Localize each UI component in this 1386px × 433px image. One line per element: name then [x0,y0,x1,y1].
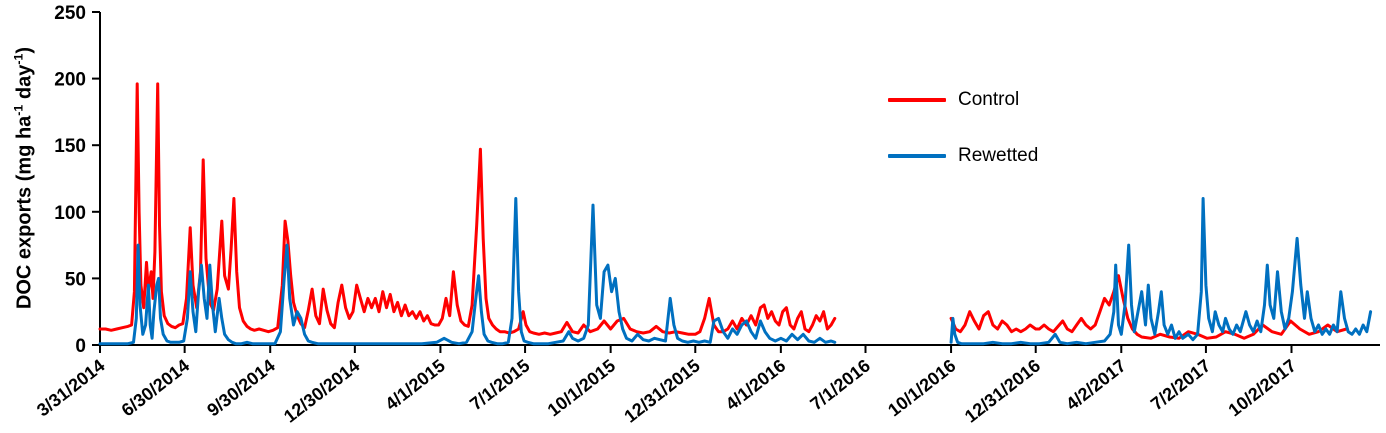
x-tick-label: 10/1/2016 [884,355,959,420]
x-tick-label: 12/31/2016 [961,355,1044,426]
legend-label-rewetted: Rewetted [958,145,1039,166]
y-axis-title-text: ) [13,46,36,54]
x-tick-label: 7/1/2015 [466,355,534,414]
x-tick-label: 12/31/2015 [620,355,703,426]
legend: Control Rewetted [888,88,1038,200]
control-line-swatch [888,98,946,102]
x-tick-label: 12/30/2014 [280,355,363,426]
legend-label-control: Control [958,89,1020,110]
series-line [98,82,837,336]
y-tick-label: 250 [54,3,86,24]
x-tick-label: 4/2/2017 [1062,355,1130,414]
legend-item-control: Control [888,88,1038,112]
series-line [949,197,1373,346]
rewetted-line-swatch [888,154,946,158]
y-axis-title-text: DOC exports (mg ha [13,115,36,310]
x-tick-label: 9/30/2014 [203,355,278,420]
x-tick-label: 4/1/2015 [381,355,449,414]
x-tick-label: 10/1/2015 [544,355,619,420]
y-axis-title: DOC exports (mg ha-1 day-1) [12,47,37,309]
x-tick-label: 6/30/2014 [118,355,193,420]
x-tick-label: 4/1/2016 [722,355,790,414]
x-tick-label: 3/31/2014 [33,355,108,420]
series-rewetted [98,197,1373,346]
y-axis-title-sup: -1 [11,53,26,65]
x-tick-label: 10/2/2017 [1225,355,1300,420]
legend-item-rewetted: Rewetted [888,144,1038,168]
y-axis-title-sup: -1 [11,104,26,116]
y-tick-label: 50 [65,269,86,290]
y-tick-label: 200 [54,70,86,91]
y-tick-label: 150 [54,136,86,157]
y-tick-label: 100 [54,203,86,224]
series-line [949,274,1348,340]
x-tick-label: 7/2/2017 [1147,355,1215,414]
y-tick-label: 0 [75,336,86,357]
y-axis-title-text: day [13,64,36,105]
series-line [98,197,837,346]
x-tick-label: 7/1/2016 [806,355,874,414]
